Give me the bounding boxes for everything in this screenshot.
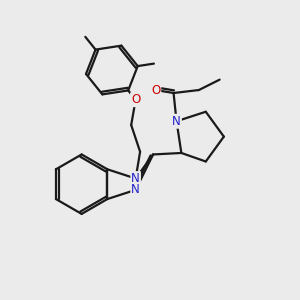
Text: O: O <box>151 83 160 97</box>
Text: N: N <box>131 183 140 196</box>
Text: N: N <box>172 115 181 128</box>
Text: O: O <box>131 93 140 106</box>
Text: N: N <box>131 172 140 185</box>
